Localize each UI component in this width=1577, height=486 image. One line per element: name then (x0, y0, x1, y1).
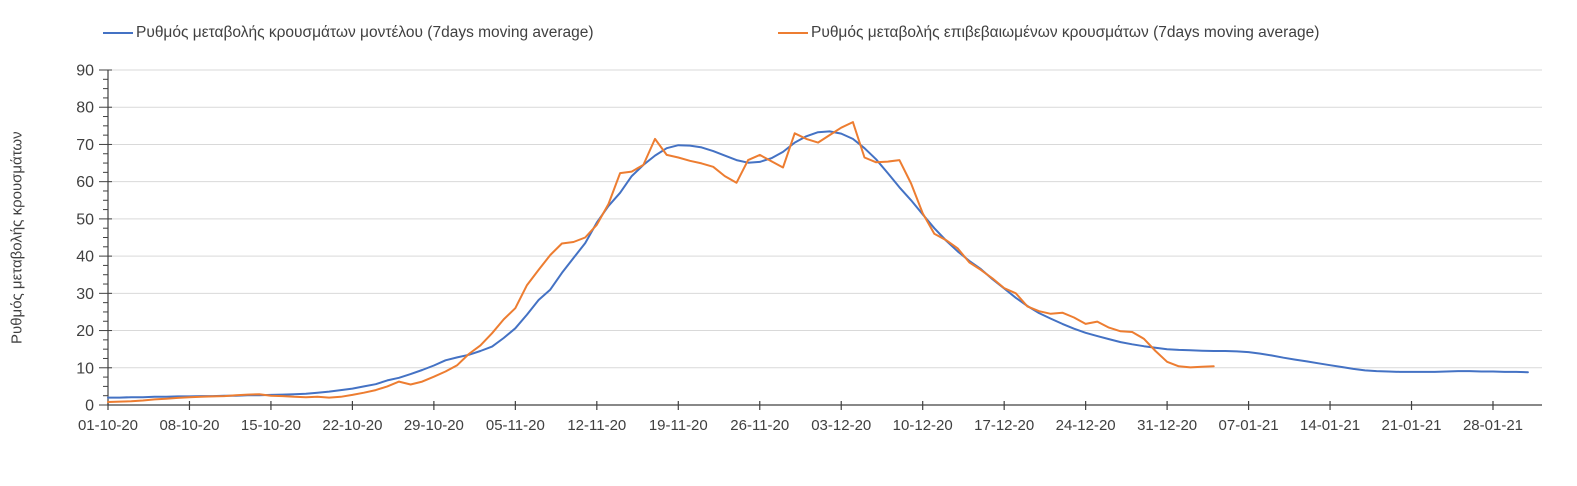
svg-text:0: 0 (85, 398, 94, 415)
svg-text:15-10-20: 15-10-20 (241, 417, 301, 434)
svg-text:20: 20 (76, 323, 94, 340)
svg-text:70: 70 (76, 137, 94, 154)
svg-text:28-01-21: 28-01-21 (1463, 417, 1523, 434)
svg-text:22-10-20: 22-10-20 (322, 417, 382, 434)
svg-text:90: 90 (76, 63, 94, 80)
legend-item-model: Ρυθμός μεταβολής κρουσμάτων μοντέλου (7d… (103, 24, 594, 42)
svg-text:19-11-20: 19-11-20 (649, 417, 708, 434)
svg-text:24-12-20: 24-12-20 (1056, 417, 1116, 434)
svg-text:21-01-21: 21-01-21 (1381, 417, 1441, 434)
svg-text:30: 30 (76, 286, 94, 303)
confirmed-line-swatch-icon (778, 32, 808, 34)
legend-label-model: Ρυθμός μεταβολής κρουσμάτων μοντέλου (7d… (136, 24, 594, 41)
svg-text:07-01-21: 07-01-21 (1219, 417, 1279, 434)
svg-text:01-10-20: 01-10-20 (78, 417, 138, 434)
svg-text:50: 50 (76, 211, 94, 228)
svg-text:80: 80 (76, 100, 94, 117)
svg-text:31-12-20: 31-12-20 (1137, 417, 1197, 434)
svg-text:14-01-21: 14-01-21 (1300, 417, 1360, 434)
svg-text:03-12-20: 03-12-20 (811, 417, 871, 434)
svg-text:05-11-20: 05-11-20 (486, 417, 545, 434)
svg-text:10-12-20: 10-12-20 (893, 417, 953, 434)
legend-label-confirmed: Ρυθμός μεταβολής επιβεβαιωμένων κρουσμάτ… (811, 24, 1320, 41)
model-line-swatch-icon (103, 32, 133, 34)
svg-text:40: 40 (76, 249, 94, 266)
svg-text:12-11-20: 12-11-20 (567, 417, 626, 434)
legend-item-confirmed: Ρυθμός μεταβολής επιβεβαιωμένων κρουσμάτ… (778, 24, 1319, 42)
svg-text:60: 60 (76, 174, 94, 191)
svg-text:10: 10 (76, 360, 94, 377)
svg-text:17-12-20: 17-12-20 (974, 417, 1034, 434)
svg-text:08-10-20: 08-10-20 (159, 417, 219, 434)
svg-text:29-10-20: 29-10-20 (404, 417, 464, 434)
svg-text:26-11-20: 26-11-20 (730, 417, 789, 434)
